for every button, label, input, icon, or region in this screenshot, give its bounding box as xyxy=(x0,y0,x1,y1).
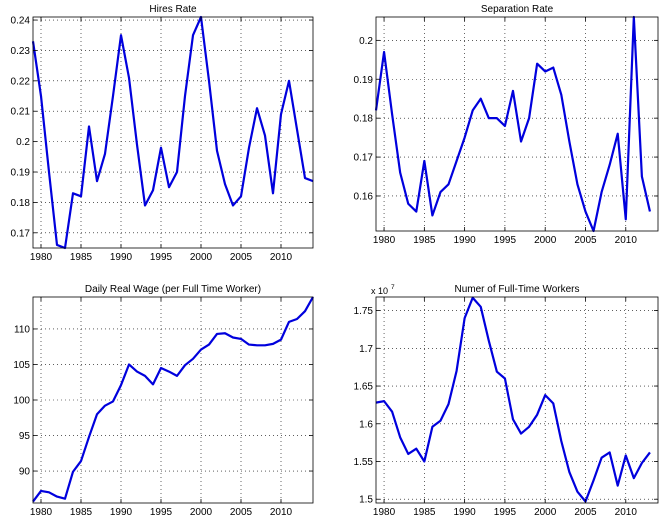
y-tick-label: 0.18 xyxy=(11,198,31,209)
y-tick-label: 0.19 xyxy=(354,75,374,86)
x-tick-label: 2010 xyxy=(270,507,293,518)
x-tick-label: 1980 xyxy=(373,235,396,246)
x-tick-label: 1990 xyxy=(110,252,133,263)
y-tick-label: 1.55 xyxy=(354,457,374,468)
y-tick-label: 100 xyxy=(13,396,30,407)
x-tick-label: 1985 xyxy=(70,252,93,263)
chart-panel-2: 1980 1985 1990 1995 2000 2005 2010 0.16 0.17 0.18… xyxy=(354,4,659,246)
x-tick-label: 1990 xyxy=(454,235,477,246)
x-tick-label: 2005 xyxy=(574,235,597,246)
x-tick-label: 2010 xyxy=(270,252,293,263)
y-tick-label: 1.7 xyxy=(359,344,373,355)
axes-box xyxy=(375,296,659,504)
series-line xyxy=(375,296,651,503)
y-tick-label: 0.24 xyxy=(11,16,31,27)
y-tick-label: 110 xyxy=(14,324,30,335)
x-tick-label: 1995 xyxy=(494,235,517,246)
y-tick-label: 0.21 xyxy=(11,107,31,118)
x-tick-label: 2005 xyxy=(230,507,253,518)
x-tick-label: 2005 xyxy=(230,252,253,263)
y-tick-label: 0.17 xyxy=(11,228,31,239)
series-line xyxy=(32,296,314,503)
x-tick-label: 1995 xyxy=(150,507,173,518)
y-tick-label: 90 xyxy=(19,467,31,478)
x-tick-label: 1995 xyxy=(150,252,173,263)
y-tick-label: 95 xyxy=(19,431,31,442)
series-line xyxy=(374,15,652,233)
chart-panel-1: 1980 1985 1990 1995 2000 2005 2010 0.17 0.18 0.19… xyxy=(11,4,314,263)
y-tick-label: 0.16 xyxy=(354,191,374,202)
x-tick-label: 1980 xyxy=(30,507,53,518)
chart-title: Separation Rate xyxy=(481,4,554,15)
axes-box xyxy=(375,16,659,232)
x-tick-label: 1985 xyxy=(413,507,436,518)
chart-panel-3: 1980 1985 1990 1995 2000 2005 2010 90 95 100 105 11… xyxy=(13,284,314,518)
y-tick-label: 1.75 xyxy=(354,306,374,317)
chart-title: Numer of Full-Time Workers xyxy=(454,284,579,295)
axes-box xyxy=(32,16,314,249)
y-tick-label: 0.17 xyxy=(354,153,374,164)
y-tick-label: 0.19 xyxy=(11,168,31,179)
grid xyxy=(33,297,313,503)
y-tick-label: 1.6 xyxy=(359,419,373,430)
grid xyxy=(376,297,658,503)
y-tick-label: 0.23 xyxy=(11,46,31,57)
y-scale-exponent: 7 xyxy=(391,284,395,291)
x-tick-label: 2000 xyxy=(190,252,213,263)
y-tick-label: 1.65 xyxy=(354,382,374,393)
series-line xyxy=(31,15,314,250)
grid xyxy=(33,17,313,248)
y-tick-label: 0.22 xyxy=(11,76,31,87)
y-tick-label: 0.2 xyxy=(16,137,30,148)
x-tick-label: 2000 xyxy=(534,235,557,246)
x-tick-label: 1990 xyxy=(110,507,133,518)
x-tick-label: 2005 xyxy=(574,507,597,518)
y-tick-label: 0.2 xyxy=(359,36,373,47)
x-tick-label: 1985 xyxy=(70,507,93,518)
x-tick-label: 2000 xyxy=(534,507,557,518)
y-tick-label: 105 xyxy=(13,360,30,371)
y-scale-label: x 10 xyxy=(371,286,388,296)
chart-panel-4: 1980 1985 1990 1995 2000 2005 2010 1.5 1.55 1.6 1.… xyxy=(354,284,659,518)
x-tick-label: 1990 xyxy=(454,507,477,518)
y-tick-label: 0.18 xyxy=(354,114,374,125)
x-tick-label: 1985 xyxy=(413,235,436,246)
chart-title: Hires Rate xyxy=(149,4,197,15)
x-tick-label: 1995 xyxy=(494,507,517,518)
x-tick-label: 2010 xyxy=(615,507,638,518)
x-tick-label: 2000 xyxy=(190,507,213,518)
x-tick-label: 2010 xyxy=(615,235,638,246)
y-tick-label: 1.5 xyxy=(359,495,373,506)
x-tick-label: 1980 xyxy=(30,252,53,263)
x-tick-label: 1980 xyxy=(373,507,396,518)
chart-title: Daily Real Wage (per Full Time Worker) xyxy=(85,284,261,295)
